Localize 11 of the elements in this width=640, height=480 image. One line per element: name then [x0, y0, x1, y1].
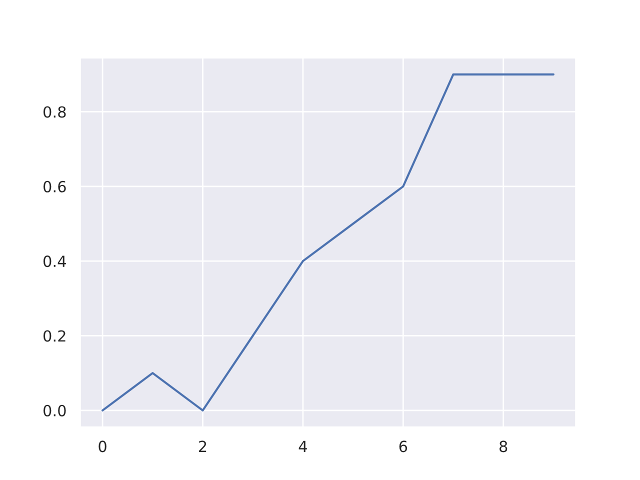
line-series [102, 73, 554, 412]
y-tick-label: 0.4 [44, 256, 66, 268]
y-tick-label: 0.2 [44, 330, 66, 342]
x-tick-label: 6 [399, 440, 408, 452]
x-tick-label: 2 [199, 440, 206, 452]
y-tick-label: 0.0 [44, 404, 66, 416]
y-tick-label: 0.8 [44, 106, 66, 118]
x-tick-label: 8 [500, 440, 508, 452]
x-tick-label: 0 [98, 440, 106, 452]
y-tick-label: 0.6 [44, 180, 66, 192]
x-tick-label: 4 [298, 440, 307, 452]
